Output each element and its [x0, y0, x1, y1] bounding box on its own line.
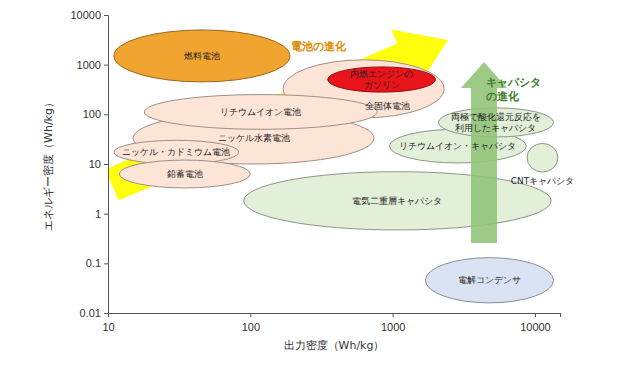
y-tick: 10000: [70, 9, 108, 21]
region-ellipse: [328, 67, 436, 92]
region-label-line: 両極で酸化還元反応を: [451, 112, 541, 122]
y-axis: 0.01 0.1 1 10 100 1000 10000: [70, 9, 108, 319]
y-tick-label: 1000: [77, 59, 101, 71]
region-label-line: リチウムイオン電池: [220, 107, 301, 117]
region-label-line: 電気二重層キャパシタ: [352, 196, 442, 206]
region-label: リチウムイオン電池: [220, 107, 301, 117]
y-tick-mark: [104, 164, 108, 165]
y-tick: 100: [83, 108, 108, 120]
x-tick-label: 10000: [520, 321, 551, 333]
y-tick-mark: [104, 15, 108, 16]
y-tick-label: 0.1: [86, 257, 101, 269]
y-axis-line: [104, 16, 109, 314]
annotation-line: 電池の進化: [291, 40, 347, 53]
annotation: キャパシタの進化: [486, 76, 541, 102]
plot-area: [108, 30, 558, 303]
region-label: 両極で酸化還元反応を利用したキャパシタ: [451, 112, 541, 133]
region-label-line: ニッケル・カドミウム電池: [122, 147, 230, 157]
region-label-line: リチウムイオン・キャパシタ: [399, 141, 516, 151]
region-ellipse: [438, 108, 553, 137]
y-tick-label: 1: [95, 208, 101, 220]
y-tick: 1000: [77, 59, 108, 71]
y-tick-label: 0.01: [80, 307, 101, 319]
region-label: 燃料電池: [184, 51, 220, 61]
y-tick-mark: [104, 114, 108, 115]
region-label-line: 燃料電池: [184, 51, 220, 61]
x-tick-mark: [535, 313, 536, 317]
region-ellipse: [114, 30, 290, 82]
y-tick-mark: [104, 313, 108, 314]
region-label-line: 内燃エンジンの: [350, 69, 413, 79]
region-label: ニッケル水素電池: [218, 133, 290, 143]
y-tick-mark: [104, 263, 108, 264]
x-tick: 10000: [520, 313, 551, 333]
y-tick: 10: [89, 158, 108, 170]
region-ellipse: [425, 258, 553, 303]
annotation: 電池の進化: [291, 40, 347, 53]
region-label: リチウムイオン・キャパシタ: [399, 141, 516, 151]
region-label-line: CNTキャパシタ: [511, 176, 575, 186]
x-tick: 1000: [381, 313, 405, 333]
region-ellipse: [527, 143, 558, 172]
y-axis-title: エネルギー密度（Wh/kg）: [42, 97, 55, 231]
region-label-line: 全固体電池: [365, 101, 410, 111]
region-label-line: 電解コンデンサ: [458, 275, 521, 285]
x-axis-title: 出力密度（Wh/kg）: [284, 339, 385, 352]
x-tick-mark: [250, 313, 251, 317]
y-tick-label: 100: [83, 108, 101, 120]
labels: 燃料電池全固体電池 内燃エンジンのガソリンニッケル水素電池 リチウムイオン電池ニッケ…: [122, 51, 574, 285]
x-tick: 10: [102, 313, 114, 333]
region-label-line: ニッケル水素電池: [218, 133, 290, 143]
x-tick: 100: [242, 313, 260, 333]
x-tick-label: 100: [242, 321, 260, 333]
region-label: 電解コンデンサ: [458, 275, 521, 285]
region-label-line: 鉛蓄電池: [167, 169, 203, 179]
annotation-line: キャパシタ: [486, 76, 541, 89]
region-label: 電気二重層キャパシタ: [352, 196, 442, 206]
region-ellipse: [244, 172, 551, 230]
y-tick-mark: [104, 214, 108, 215]
y-tick: 0.1: [86, 257, 108, 269]
x-axis: 10 100 1000 10000: [102, 313, 560, 333]
region-label-line: ガソリン: [364, 80, 400, 90]
chart: 10 100 1000 10000 0.01 0.1 1 10 100 1000 10000 出力密度…: [0, 0, 630, 366]
region-label-line: 利用したキャパシタ: [455, 123, 536, 133]
x-tick-label: 10: [102, 321, 114, 333]
region-label: 鉛蓄電池: [167, 169, 203, 179]
x-tick-label: 1000: [381, 321, 405, 333]
y-tick: 1: [95, 208, 108, 220]
y-tick-mark: [104, 65, 108, 66]
region-label: CNTキャパシタ: [511, 176, 575, 186]
region-label: 内燃エンジンのガソリン: [350, 69, 413, 90]
y-tick: 0.01: [80, 307, 108, 319]
x-axis-line: [109, 314, 561, 318]
region-ellipse: [119, 160, 250, 188]
y-tick-label: 10000: [70, 9, 101, 21]
x-tick-mark: [393, 313, 394, 317]
region-ellipse: [144, 95, 377, 130]
region-label: 全固体電池: [365, 101, 410, 111]
annotation-line: の進化: [486, 89, 520, 102]
region-label: ニッケル・カドミウム電池: [122, 147, 230, 157]
y-tick-label: 10: [89, 158, 101, 170]
